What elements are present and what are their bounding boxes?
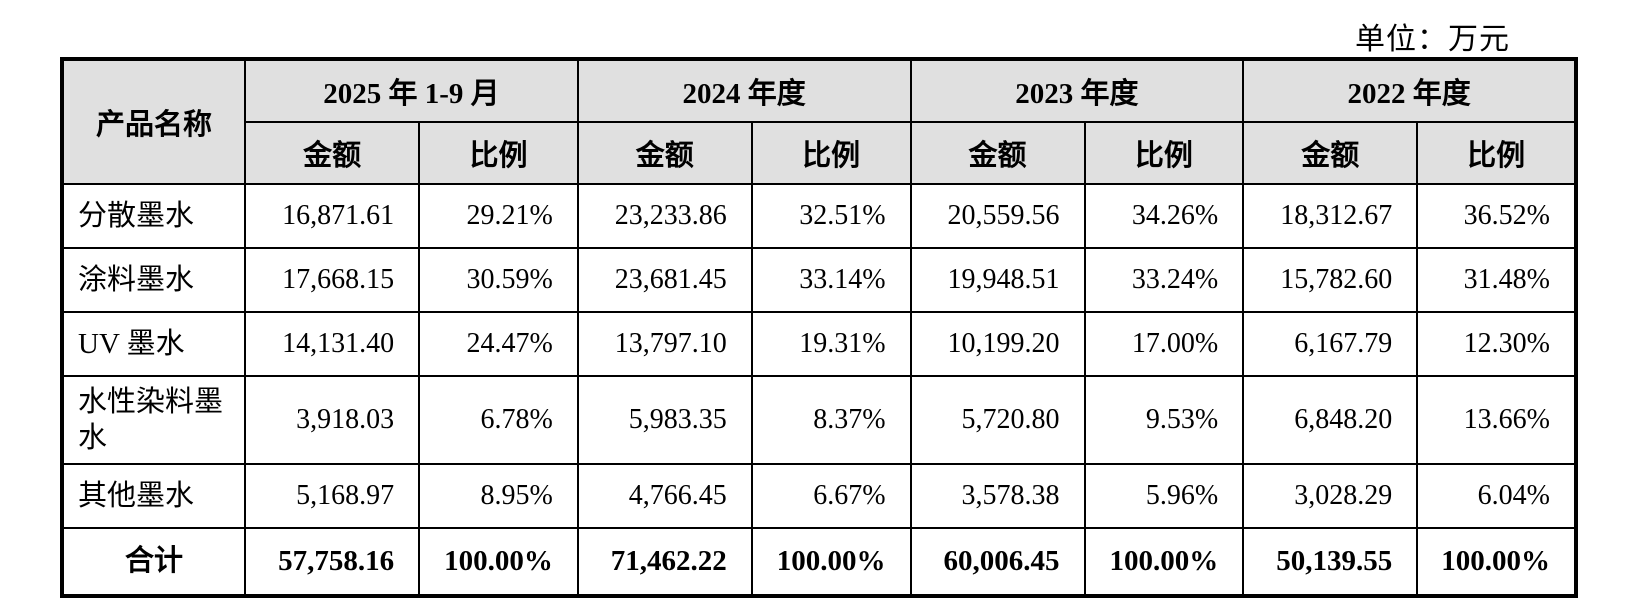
amount-header-2024: 金额 [576, 121, 753, 185]
amount-cell: 5,720.80 [909, 375, 1086, 465]
period-header-2023: 2023 年度 [909, 58, 1245, 123]
amount-cell: 23,681.45 [576, 247, 753, 313]
product-name-cell: 其他墨水 [60, 463, 247, 529]
period-header-2022: 2022 年度 [1242, 58, 1577, 123]
amount-cell: 17,668.15 [244, 247, 421, 313]
amount-cell: 50,139.55 [1242, 527, 1419, 597]
amount-cell: 57,758.16 [244, 527, 421, 597]
ratio-cell: 6.67% [750, 463, 912, 529]
product-name-header: 产品名称 [60, 58, 247, 185]
amount-cell: 71,462.22 [576, 527, 753, 597]
table-row-dispersion-ink: 分散墨水 16,871.61 29.21% 23,233.86 32.51% 2… [60, 183, 1577, 249]
unit-label: 单位：万元 [1355, 23, 1510, 56]
amount-cell: 20,559.56 [909, 183, 1086, 249]
ratio-cell: 24.47% [418, 311, 579, 377]
ratio-cell: 8.37% [750, 375, 912, 465]
ratio-cell: 100.00% [418, 527, 579, 597]
ratio-cell: 9.53% [1083, 375, 1245, 465]
ratio-cell: 36.52% [1416, 183, 1577, 249]
product-name-cell: 涂料墨水 [60, 247, 247, 313]
ratio-cell: 33.24% [1083, 247, 1245, 313]
amount-cell: 13,797.10 [576, 311, 753, 377]
ratio-header-2025: 比例 [418, 121, 579, 185]
table-row-other-ink: 其他墨水 5,168.97 8.95% 4,766.45 6.67% 3,578… [60, 463, 1577, 529]
product-name-cell: 分散墨水 [60, 183, 247, 249]
ratio-cell: 17.00% [1083, 311, 1245, 377]
ratio-cell: 100.00% [750, 527, 912, 597]
ratio-cell: 100.00% [1416, 527, 1577, 597]
amount-header-2025: 金额 [244, 121, 421, 185]
product-name-cell: 水性染料墨水 [60, 375, 247, 465]
sub-header-row: 金额 比例 金额 比例 金额 比例 金额 比例 [62, 121, 1577, 185]
amount-cell: 18,312.67 [1242, 183, 1419, 249]
amount-cell: 5,983.35 [576, 375, 753, 465]
total-label-cell: 合计 [60, 527, 247, 597]
table-row-uv-ink: UV 墨水 14,131.40 24.47% 13,797.10 19.31% … [60, 311, 1577, 377]
ratio-cell: 33.14% [750, 247, 912, 313]
ratio-cell: 32.51% [750, 183, 912, 249]
amount-cell: 19,948.51 [909, 247, 1086, 313]
amount-cell: 16,871.61 [244, 183, 421, 249]
ratio-cell: 5.96% [1083, 463, 1245, 529]
total-row: 合计 57,758.16 100.00% 71,462.22 100.00% 6… [60, 527, 1577, 597]
ratio-header-2022: 比例 [1416, 121, 1577, 185]
amount-cell: 4,766.45 [576, 463, 753, 529]
ratio-cell: 6.04% [1416, 463, 1577, 529]
ratio-cell: 19.31% [750, 311, 912, 377]
amount-cell: 3,028.29 [1242, 463, 1419, 529]
ratio-cell: 34.26% [1083, 183, 1245, 249]
ratio-header-2023: 比例 [1083, 121, 1245, 185]
ratio-cell: 29.21% [418, 183, 579, 249]
amount-cell: 60,006.45 [909, 527, 1086, 597]
amount-header-2022: 金额 [1242, 121, 1419, 185]
revenue-by-product-table: 产品名称 2025 年 1-9 月 2024 年度 2023 年度 2022 年… [60, 57, 1578, 598]
amount-header-2023: 金额 [909, 121, 1086, 185]
table-row-water-dye-ink: 水性染料墨水 3,918.03 6.78% 5,983.35 8.37% 5,7… [60, 375, 1577, 465]
ratio-cell: 100.00% [1083, 527, 1245, 597]
amount-cell: 14,131.40 [244, 311, 421, 377]
period-header-2025: 2025 年 1-9 月 [244, 58, 579, 123]
ratio-cell: 6.78% [418, 375, 579, 465]
ratio-cell: 12.30% [1416, 311, 1577, 377]
amount-cell: 23,233.86 [576, 183, 753, 249]
amount-cell: 6,167.79 [1242, 311, 1419, 377]
period-header-row: 产品名称 2025 年 1-9 月 2024 年度 2023 年度 2022 年… [60, 58, 1577, 185]
amount-cell: 6,848.20 [1242, 375, 1419, 465]
amount-cell: 3,918.03 [244, 375, 421, 465]
amount-cell: 3,578.38 [909, 463, 1086, 529]
table-row-coating-ink: 涂料墨水 17,668.15 30.59% 23,681.45 33.14% 1… [60, 247, 1577, 313]
amount-cell: 5,168.97 [244, 463, 421, 529]
amount-cell: 15,782.60 [1242, 247, 1419, 313]
ratio-cell: 30.59% [418, 247, 579, 313]
period-header-2024: 2024 年度 [576, 58, 912, 123]
ratio-cell: 31.48% [1416, 247, 1577, 313]
ratio-cell: 8.95% [418, 463, 579, 529]
ratio-header-2024: 比例 [750, 121, 912, 185]
amount-cell: 10,199.20 [909, 311, 1086, 377]
ratio-cell: 13.66% [1416, 375, 1577, 465]
product-name-cell: UV 墨水 [60, 311, 247, 377]
